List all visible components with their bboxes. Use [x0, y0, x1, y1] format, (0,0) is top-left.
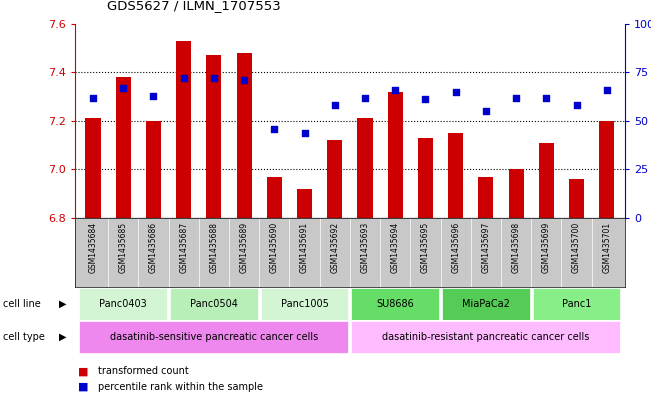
Text: ▶: ▶	[59, 332, 66, 342]
Text: GSM1435684: GSM1435684	[89, 222, 98, 273]
Text: Panc0504: Panc0504	[190, 299, 238, 309]
Text: SU8686: SU8686	[376, 299, 414, 309]
Text: GSM1435699: GSM1435699	[542, 222, 551, 273]
Text: GSM1435692: GSM1435692	[330, 222, 339, 273]
Text: GSM1435689: GSM1435689	[240, 222, 249, 273]
Point	[602, 86, 612, 93]
Text: Panc1: Panc1	[562, 299, 591, 309]
Bar	[297, 189, 312, 218]
Text: GSM1435686: GSM1435686	[149, 222, 158, 273]
Bar	[448, 133, 464, 218]
Bar	[146, 121, 161, 218]
Text: ■: ■	[78, 366, 89, 376]
Point	[511, 94, 521, 101]
Bar	[85, 118, 100, 218]
Text: cell line: cell line	[3, 299, 41, 309]
Point	[178, 75, 189, 81]
Bar	[418, 138, 433, 218]
Point	[118, 84, 128, 91]
Point	[148, 92, 159, 99]
Text: GSM1435688: GSM1435688	[210, 222, 218, 273]
Bar	[569, 179, 584, 218]
Point	[329, 102, 340, 108]
Point	[572, 102, 582, 108]
Point	[450, 88, 461, 95]
Text: ■: ■	[78, 382, 89, 392]
Text: Panc1005: Panc1005	[281, 299, 329, 309]
Point	[88, 94, 98, 101]
Text: GSM1435697: GSM1435697	[482, 222, 490, 273]
Bar	[261, 288, 348, 320]
Text: Panc0403: Panc0403	[100, 299, 147, 309]
Text: ▶: ▶	[59, 299, 66, 309]
Text: GSM1435685: GSM1435685	[118, 222, 128, 273]
Text: percentile rank within the sample: percentile rank within the sample	[98, 382, 262, 392]
Bar	[508, 169, 523, 218]
Bar	[267, 177, 282, 218]
Text: GSM1435694: GSM1435694	[391, 222, 400, 273]
Bar	[176, 40, 191, 218]
Point	[239, 77, 249, 83]
Text: GSM1435698: GSM1435698	[512, 222, 521, 273]
Point	[269, 125, 279, 132]
Text: MiaPaCa2: MiaPaCa2	[462, 299, 510, 309]
Text: cell type: cell type	[3, 332, 45, 342]
Text: GSM1435695: GSM1435695	[421, 222, 430, 273]
Point	[480, 108, 491, 114]
Bar	[352, 321, 620, 353]
Text: GSM1435700: GSM1435700	[572, 222, 581, 273]
Bar	[236, 53, 252, 218]
Bar	[79, 288, 167, 320]
Bar	[116, 77, 131, 218]
Point	[299, 129, 310, 136]
Point	[209, 75, 219, 81]
Bar	[539, 143, 554, 218]
Text: transformed count: transformed count	[98, 366, 188, 376]
Bar	[600, 121, 615, 218]
Bar	[533, 288, 620, 320]
Point	[390, 86, 400, 93]
Text: dasatinib-sensitive pancreatic cancer cells: dasatinib-sensitive pancreatic cancer ce…	[110, 332, 318, 342]
Bar	[327, 140, 342, 218]
Bar	[352, 288, 439, 320]
Point	[360, 94, 370, 101]
Bar	[357, 118, 372, 218]
Text: GSM1435693: GSM1435693	[361, 222, 370, 273]
Text: GSM1435701: GSM1435701	[602, 222, 611, 273]
Text: dasatinib-resistant pancreatic cancer cells: dasatinib-resistant pancreatic cancer ce…	[382, 332, 590, 342]
Text: GSM1435696: GSM1435696	[451, 222, 460, 273]
Text: GSM1435691: GSM1435691	[300, 222, 309, 273]
Text: GDS5627 / ILMN_1707553: GDS5627 / ILMN_1707553	[107, 0, 281, 12]
Bar	[442, 288, 530, 320]
Bar	[478, 177, 493, 218]
Bar	[170, 288, 258, 320]
Text: GSM1435690: GSM1435690	[270, 222, 279, 273]
Bar	[388, 92, 403, 218]
Point	[541, 94, 551, 101]
Point	[421, 96, 431, 103]
Bar	[79, 321, 348, 353]
Bar	[206, 55, 221, 218]
Text: GSM1435687: GSM1435687	[179, 222, 188, 273]
